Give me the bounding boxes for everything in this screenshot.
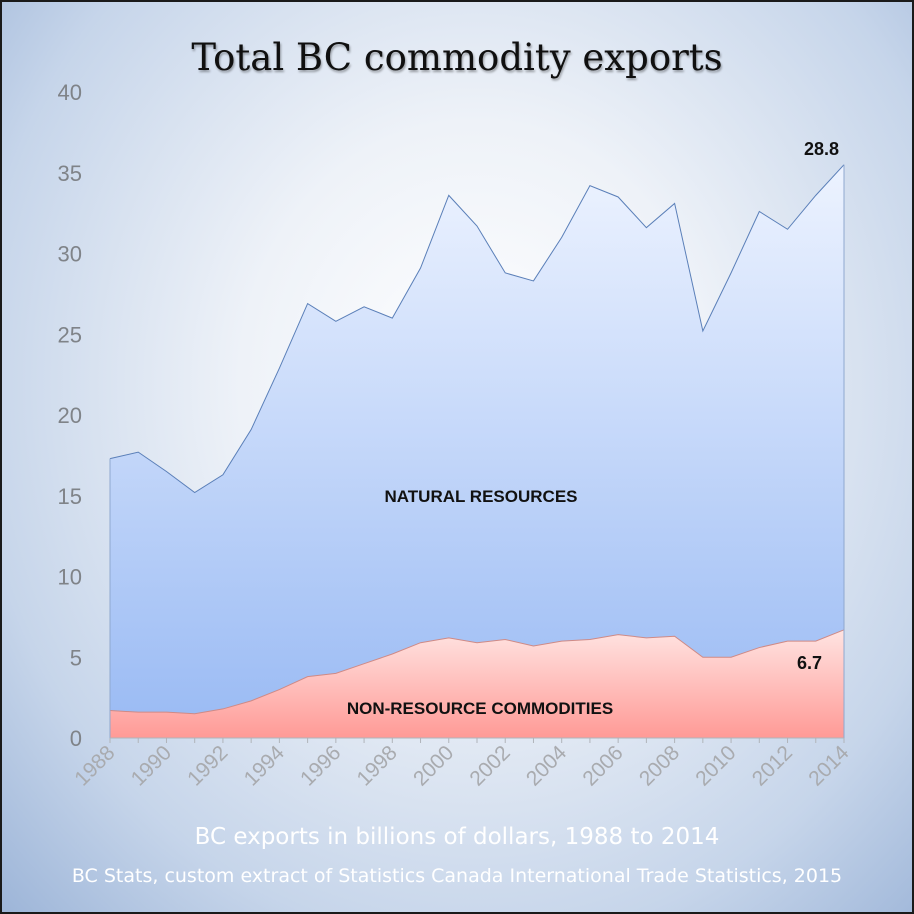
area-non-resource-commodities [110, 629, 844, 738]
x-tick-label: 2012 [748, 741, 797, 790]
area-natural-resources [110, 164, 844, 714]
chart-source: BC Stats, custom extract of Statistics C… [71, 865, 843, 887]
series-label-natural-resources: NATURAL RESOURCES [385, 487, 578, 506]
x-tick-label: 1992 [183, 741, 232, 790]
y-tick-label: 10 [58, 565, 82, 590]
data-label-natural-resources-2014: 28.8 [804, 139, 839, 159]
x-tick-label: 1998 [353, 741, 402, 790]
series-labels: NATURAL RESOURCES NON-RESOURCE COMMODITI… [347, 139, 839, 718]
x-tick-label: 2002 [465, 741, 514, 790]
x-tick-label: 2008 [635, 741, 684, 790]
x-tick-label: 1994 [240, 741, 290, 791]
line-non-resource-commodities [109, 629, 845, 715]
y-tick-label: 35 [58, 161, 82, 186]
x-tick-label: 1996 [296, 741, 345, 790]
chart-title: Total BC commodity exports [191, 36, 723, 79]
x-tick-label: 2000 [409, 741, 458, 790]
series-label-non-resource-commodities: NON-RESOURCE COMMODITIES [347, 699, 613, 718]
y-tick-label: 0 [70, 726, 82, 751]
y-tick-label: 40 [58, 80, 82, 105]
x-tick-label: 2014 [804, 741, 854, 791]
x-axis: 1988 1990 1992 1994 1996 1998 2000 2002 2004 2006… [70, 737, 854, 791]
x-tick-label: 2004 [522, 741, 572, 791]
line-natural-resources [109, 164, 845, 494]
y-tick-label: 20 [58, 403, 82, 428]
plot-areas [109, 164, 845, 738]
y-tick-label: 15 [58, 484, 82, 509]
data-label-non-resource-2014: 6.7 [797, 653, 822, 673]
x-tick-label: 2010 [691, 741, 740, 790]
y-tick-label: 30 [58, 242, 82, 267]
x-tick-label: 2006 [578, 741, 627, 790]
y-axis: 0 5 10 15 20 25 30 35 40 [58, 80, 82, 751]
y-tick-label: 25 [58, 322, 82, 347]
chart-subtitle: BC exports in billions of dollars, 1988 … [194, 824, 720, 850]
x-tick-label: 1990 [127, 741, 176, 790]
y-tick-label: 5 [70, 645, 82, 670]
